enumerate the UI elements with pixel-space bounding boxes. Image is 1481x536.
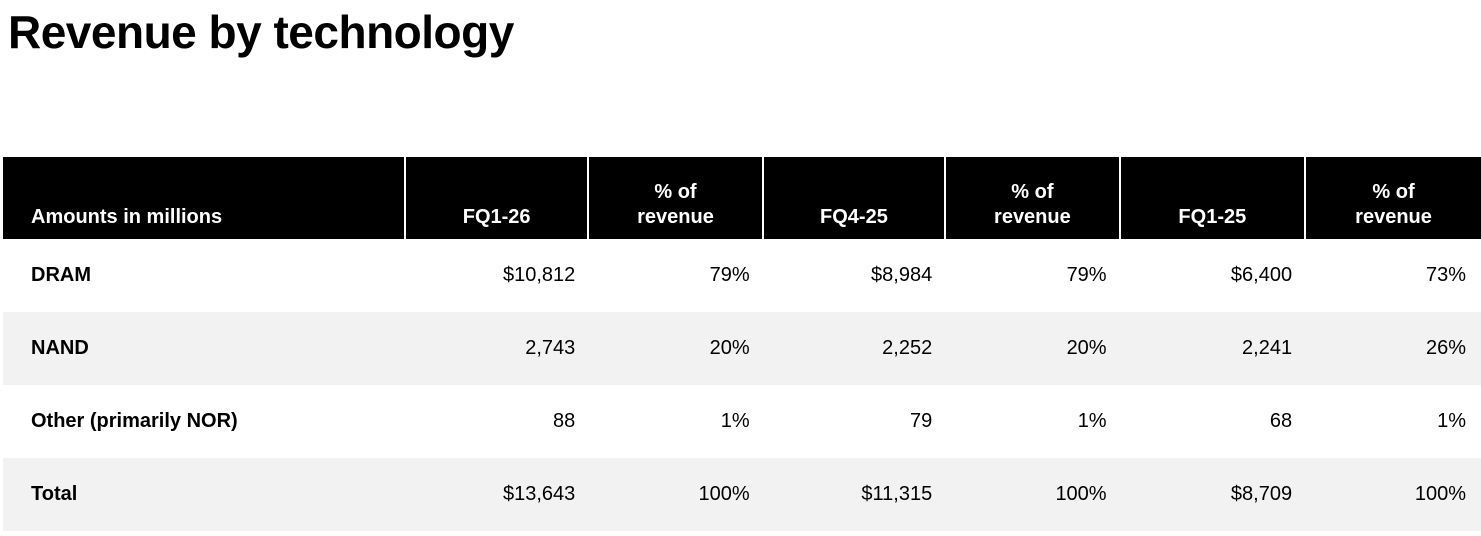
cell-value: 100%: [698, 482, 750, 505]
cell-value: $6,400: [1230, 263, 1293, 286]
cell-value: 79%: [1066, 263, 1107, 286]
col-header-amounts-in-millions: Amounts in millions: [3, 156, 407, 239]
page-title: Revenue by technology: [8, 6, 514, 58]
table-row-nand: NAND 2,743 20% 2,252 20% 2,241 26%: [3, 311, 1481, 385]
header-row: Amounts in millions FQ1-26 % of revenue …: [3, 156, 1481, 239]
table-row-dram: DRAM $10,812 79% $8,984 79% $6,400 73%: [3, 238, 1481, 312]
cell-value: 68: [1269, 409, 1293, 432]
cell-value: 100%: [1055, 482, 1107, 505]
table-row-total: Total $13,643 100% $11,315 100% $8,709 1…: [3, 457, 1481, 531]
cell-value: 2,743: [525, 336, 576, 359]
cell-value: 2,241: [1242, 336, 1293, 359]
cell-value: $10,812: [502, 263, 576, 286]
cell-value: 2,252: [882, 336, 933, 359]
table-row-other: Other (primarily NOR) 88 1% 79 1% 68 1%: [3, 384, 1481, 458]
cell-value: 88: [553, 409, 576, 432]
cell-value: 1%: [720, 409, 750, 432]
cell-value: 1%: [1437, 409, 1466, 432]
revenue-by-technology-table: Amounts in millions FQ1-26 % of revenue …: [3, 156, 1481, 531]
cell-value: 73%: [1425, 263, 1466, 286]
row-label: DRAM: [31, 263, 91, 286]
col-header-fq4-25: FQ4-25: [762, 156, 947, 239]
cell-value: 20%: [709, 336, 750, 359]
cell-value: 26%: [1425, 336, 1466, 359]
row-label: NAND: [31, 336, 89, 359]
col-header-pct-revenue-3: % of revenue: [1305, 156, 1481, 239]
cell-value: 79: [909, 409, 933, 432]
col-header-fq1-25: FQ1-25: [1119, 156, 1307, 239]
row-label: Total: [31, 482, 78, 505]
col-header-pct-revenue-1: % of revenue: [588, 156, 764, 239]
col-header-fq1-26: FQ1-26: [405, 156, 590, 239]
row-label: Other (primarily NOR): [31, 409, 238, 432]
cell-value: 100%: [1414, 482, 1466, 505]
cell-value: $11,315: [861, 482, 933, 505]
cell-value: $8,984: [871, 263, 933, 286]
cell-value: 20%: [1066, 336, 1107, 359]
col-header-pct-revenue-2: % of revenue: [945, 156, 1121, 239]
cell-value: 79%: [709, 263, 750, 286]
cell-value: $13,643: [502, 482, 576, 505]
cell-value: $8,709: [1230, 482, 1293, 505]
cell-value: 1%: [1077, 409, 1107, 432]
